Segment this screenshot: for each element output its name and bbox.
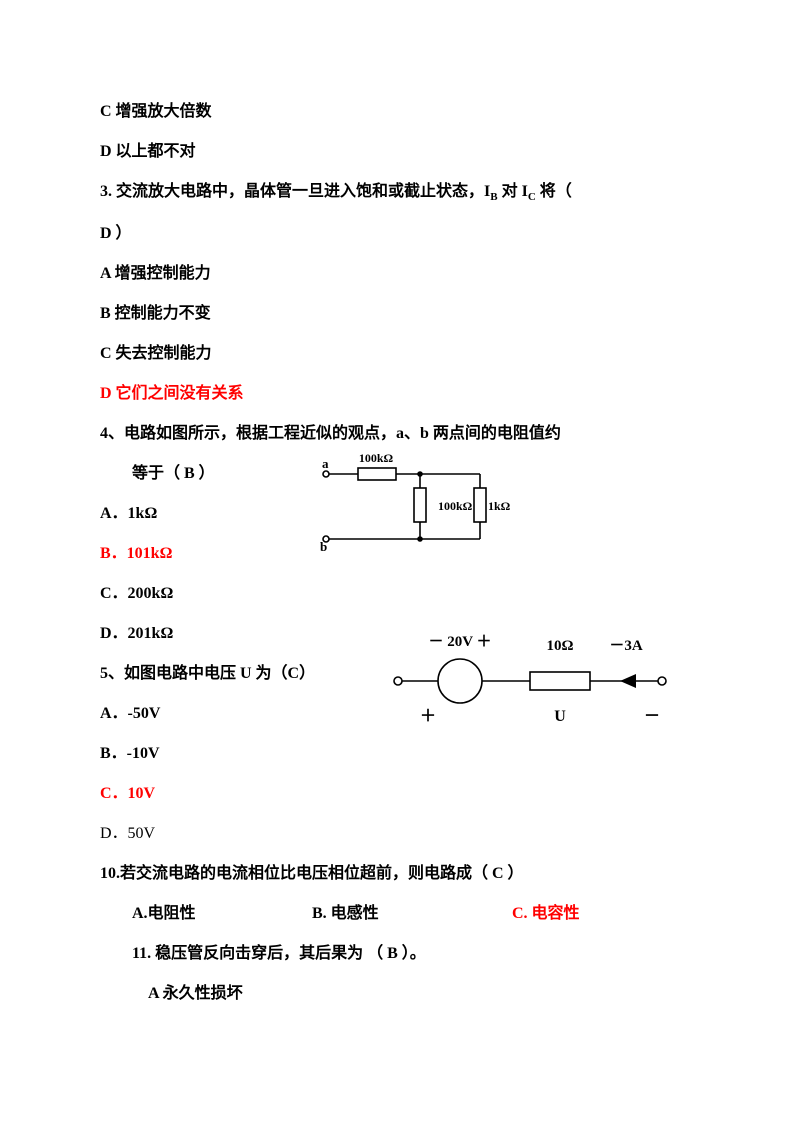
q3-opt-c: C 失去控制能力: [100, 342, 700, 366]
q3-stem: 3. 交流放大电路中，晶体管一旦进入饱和或截止状态，IB 对 IC 将（: [100, 180, 700, 206]
q10-opt-c: C. 电容性: [512, 902, 580, 926]
q4-r3-label: 1kΩ: [488, 499, 510, 513]
q4-r1-label: 100kΩ: [359, 451, 394, 465]
q3-stem-pre: 3. 交流放大电路中，晶体管一旦进入饱和或截止状态，I: [100, 183, 490, 200]
q5-plus: ＋: [420, 708, 436, 725]
q11-opt-a: A 永久性损坏: [100, 982, 700, 1006]
q3-opt-b: B 控制能力不变: [100, 302, 700, 326]
q5-i-label: －3A: [609, 638, 643, 654]
q4-node-a: a: [322, 456, 329, 471]
q10-stem: 10.若交流电路的电流相位比电压相位超前，则电路成（ C ）: [100, 862, 700, 886]
q3-stem-post: 将（: [536, 183, 572, 200]
q3-opt-d: D 它们之间没有关系: [100, 382, 700, 406]
q3-stem-mid: 对 I: [498, 183, 528, 200]
q3-sub-b: B: [490, 191, 497, 203]
q4-opt-c: C．200kΩ: [100, 582, 700, 606]
q3-opt-a: A 增强控制能力: [100, 262, 700, 286]
q10-opt-b: B. 电感性: [312, 902, 512, 926]
q3-sub-c: C: [528, 191, 536, 203]
prev-opt-c: C 增强放大倍数: [100, 100, 700, 124]
q4-circuit-diagram: 100kΩ 100kΩ 1kΩ a b: [320, 444, 510, 554]
q5-r-label: 10Ω: [546, 638, 573, 654]
q5-opt-b: B．-10V: [100, 742, 700, 766]
q5-opt-d: D．50V: [100, 822, 700, 846]
q5-minus: －: [644, 708, 660, 725]
q10-opt-a: A.电阻性: [132, 902, 312, 926]
q4-node-b: b: [320, 539, 327, 554]
q11-stem: 11. 稳压管反向击穿后，其后果为 （ B ）。: [100, 942, 700, 966]
q5-u-label: U: [554, 708, 566, 725]
q3-answer-line: D ）: [100, 222, 700, 246]
q4-r2-label: 100kΩ: [438, 499, 473, 513]
q5-circuit-diagram: － 20V ＋ 10Ω －3A ＋ U －: [390, 626, 680, 736]
q5-opt-c: C．10V: [100, 782, 700, 806]
prev-opt-d: D 以上都不对: [100, 140, 700, 164]
q5-v-label: － 20V ＋: [428, 634, 491, 650]
q4-stem1: 4、电路如图所示，根据工程近似的观点，a、b 两点间的电阻值约: [100, 422, 700, 446]
q10-options: A.电阻性 B. 电感性 C. 电容性: [100, 902, 700, 926]
